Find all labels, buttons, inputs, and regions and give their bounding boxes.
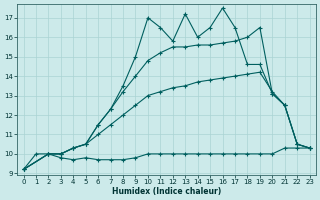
X-axis label: Humidex (Indice chaleur): Humidex (Indice chaleur) <box>112 187 221 196</box>
